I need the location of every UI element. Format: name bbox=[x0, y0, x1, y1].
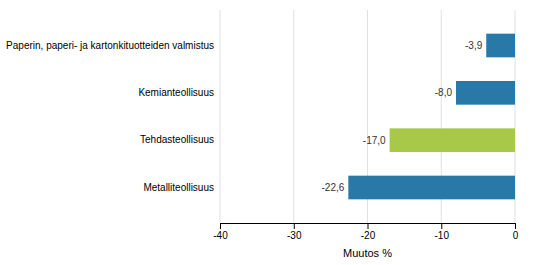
x-tick-label: -10 bbox=[435, 230, 450, 241]
x-tick: -10 bbox=[435, 223, 450, 241]
grid-line bbox=[220, 10, 221, 223]
plot: -40 -30 -20 -10 0 Metalliteollisuus Tehdasteol… bbox=[6, 10, 519, 259]
y-tick-label: Paperin, paperi- ja kartonkituotteiden v… bbox=[6, 40, 214, 51]
y-tick: Paperin, paperi- ja kartonkituotteiden v… bbox=[6, 40, 220, 51]
x-tick-mark bbox=[515, 223, 516, 229]
x-tick-label: -20 bbox=[361, 230, 376, 241]
x-tick-mark bbox=[220, 223, 221, 229]
x-tick: -20 bbox=[361, 223, 376, 241]
bar bbox=[390, 128, 515, 152]
x-tick: -30 bbox=[287, 223, 302, 241]
data-label: -22,6 bbox=[322, 182, 345, 193]
x-axis: -40 -30 -20 -10 0 bbox=[213, 223, 518, 241]
x-tick: 0 bbox=[513, 223, 519, 241]
data-label: -3,9 bbox=[465, 40, 483, 51]
y-tick: Tehdasteollisuus bbox=[140, 134, 220, 145]
x-tick-label: -30 bbox=[287, 230, 302, 241]
y-tick-label: Kemianteollisuus bbox=[138, 87, 214, 98]
grid-line bbox=[293, 10, 294, 223]
x-tick-label: 0 bbox=[513, 230, 519, 241]
grid bbox=[220, 10, 515, 223]
data-label: -8,0 bbox=[435, 87, 453, 98]
y-tick-label: Tehdasteollisuus bbox=[140, 134, 214, 145]
x-tick-mark bbox=[368, 223, 369, 229]
y-tick-label: Metalliteollisuus bbox=[143, 182, 214, 193]
x-axis-line bbox=[221, 224, 516, 230]
y-tick: Kemianteollisuus bbox=[138, 87, 220, 98]
bar bbox=[486, 34, 515, 58]
data-label: -17,0 bbox=[363, 135, 386, 146]
x-tick-mark bbox=[294, 223, 295, 229]
chart: -40 -30 -20 -10 0 Metalliteollisuus Tehdasteol… bbox=[0, 0, 533, 265]
y-axis: Metalliteollisuus Tehdasteollisuus Kemiant… bbox=[6, 40, 220, 193]
data-labels: -22,6 -17,0 -8,0 -3,9 bbox=[322, 40, 483, 193]
x-tick-label: -40 bbox=[213, 230, 228, 241]
x-tick-mark bbox=[441, 223, 442, 229]
x-tick: -40 bbox=[213, 223, 228, 241]
bar bbox=[348, 176, 515, 200]
bar bbox=[456, 81, 515, 105]
y-tick: Metalliteollisuus bbox=[143, 182, 220, 193]
x-axis-title: Muutos % bbox=[343, 247, 392, 259]
bars bbox=[348, 34, 515, 200]
